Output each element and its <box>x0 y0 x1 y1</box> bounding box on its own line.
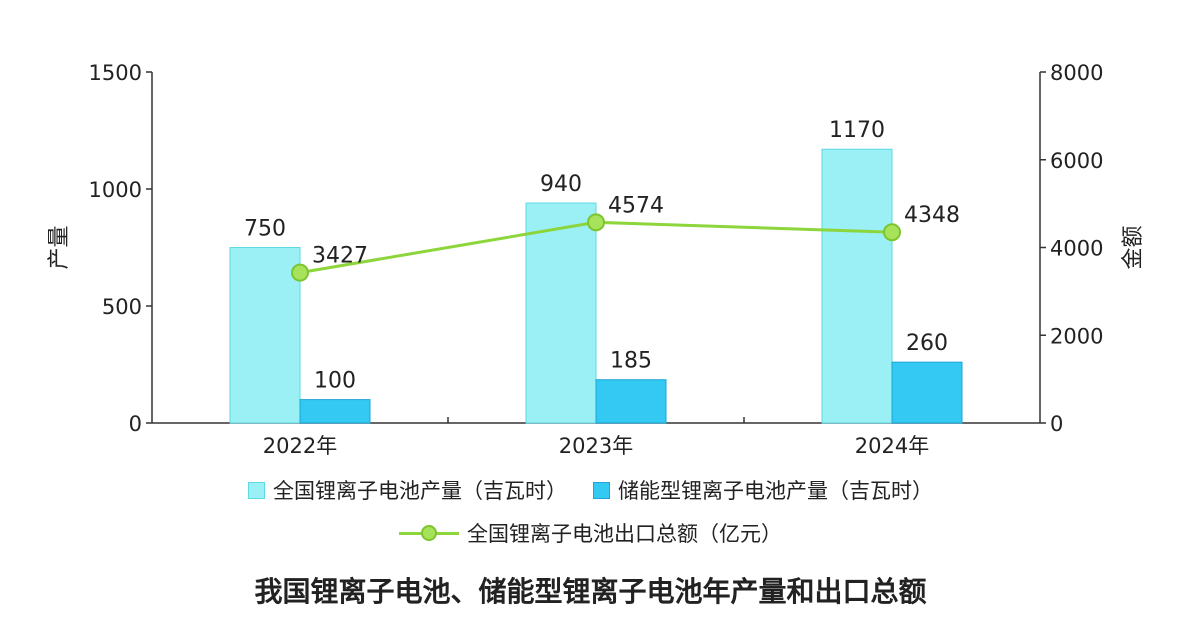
chart-title: 我国锂离子电池、储能型锂离子电池年产量和出口总额 <box>254 575 927 608</box>
bar-total-production <box>525 202 597 424</box>
bar-storage-production <box>299 399 371 424</box>
bar-total-production <box>229 247 301 424</box>
y-tick-label-right: 0 <box>1050 412 1063 436</box>
data-label-total-production: 750 <box>244 217 286 242</box>
legend-label-export: 全国锂离子电池出口总额（亿元） <box>467 522 782 546</box>
y-tick-label-left: 1500 <box>89 61 142 85</box>
legend-row-line: 全国锂离子电池出口总额（亿元） <box>0 518 1181 548</box>
legend: 全国锂离子电池产量（吉瓦时） 储能型锂离子电池产量（吉瓦时） <box>0 475 1181 505</box>
y-axis-title-right: 金额 <box>1121 225 1146 269</box>
y-tick-label-right: 4000 <box>1050 237 1103 261</box>
x-tick-label: 2024年 <box>855 434 929 458</box>
data-label-total-production: 1170 <box>829 118 885 143</box>
data-label-export: 4348 <box>904 203 960 228</box>
data-label-storage-production: 185 <box>610 349 652 374</box>
point-export <box>587 213 605 232</box>
legend-swatch-total-production <box>248 481 265 499</box>
y-tick-label-left: 500 <box>102 295 142 319</box>
legend-line: 全国锂离子电池出口总额（亿元） <box>0 518 1181 548</box>
data-label-storage-production: 100 <box>314 369 356 394</box>
legend-item-storage-production: 储能型锂离子电池产量（吉瓦时） <box>593 475 933 505</box>
legend-item-export: 全国锂离子电池出口总额（亿元） <box>399 518 782 548</box>
y-axis-title-left: 产量 <box>47 225 72 269</box>
bar-total-production <box>821 148 893 424</box>
data-label-storage-production: 260 <box>906 331 948 356</box>
bar-storage-production <box>595 379 667 424</box>
point-export <box>883 223 901 242</box>
data-label-export: 3427 <box>312 244 368 269</box>
legend-swatch-storage-production <box>593 481 610 499</box>
data-label-total-production: 940 <box>540 172 582 197</box>
y-tick-label-left: 0 <box>129 412 142 436</box>
point-export <box>291 263 309 282</box>
legend-row-bars: 全国锂离子电池产量（吉瓦时） 储能型锂离子电池产量（吉瓦时） <box>0 475 1181 505</box>
y-tick-label-right: 6000 <box>1050 149 1103 173</box>
x-tick-label: 2022年 <box>263 434 337 458</box>
legend-swatch-export <box>399 523 459 543</box>
y-tick-label-right: 2000 <box>1050 324 1103 348</box>
legend-label-total-production: 全国锂离子电池产量（吉瓦时） <box>273 479 567 503</box>
y-tick-label-right: 8000 <box>1050 61 1103 85</box>
chart-canvas: 0 500 1000 1500 0 2000 4000 6000 8000 2022年 2023年 2… <box>47 61 1146 458</box>
bar-storage-production <box>891 361 963 424</box>
x-tick-label: 2023年 <box>559 434 633 458</box>
legend-label-storage-production: 储能型锂离子电池产量（吉瓦时） <box>618 479 933 503</box>
y-tick-label-left: 1000 <box>89 178 142 202</box>
data-label-export: 4574 <box>608 193 664 218</box>
legend-item-total-production: 全国锂离子电池产量（吉瓦时） <box>248 475 567 505</box>
